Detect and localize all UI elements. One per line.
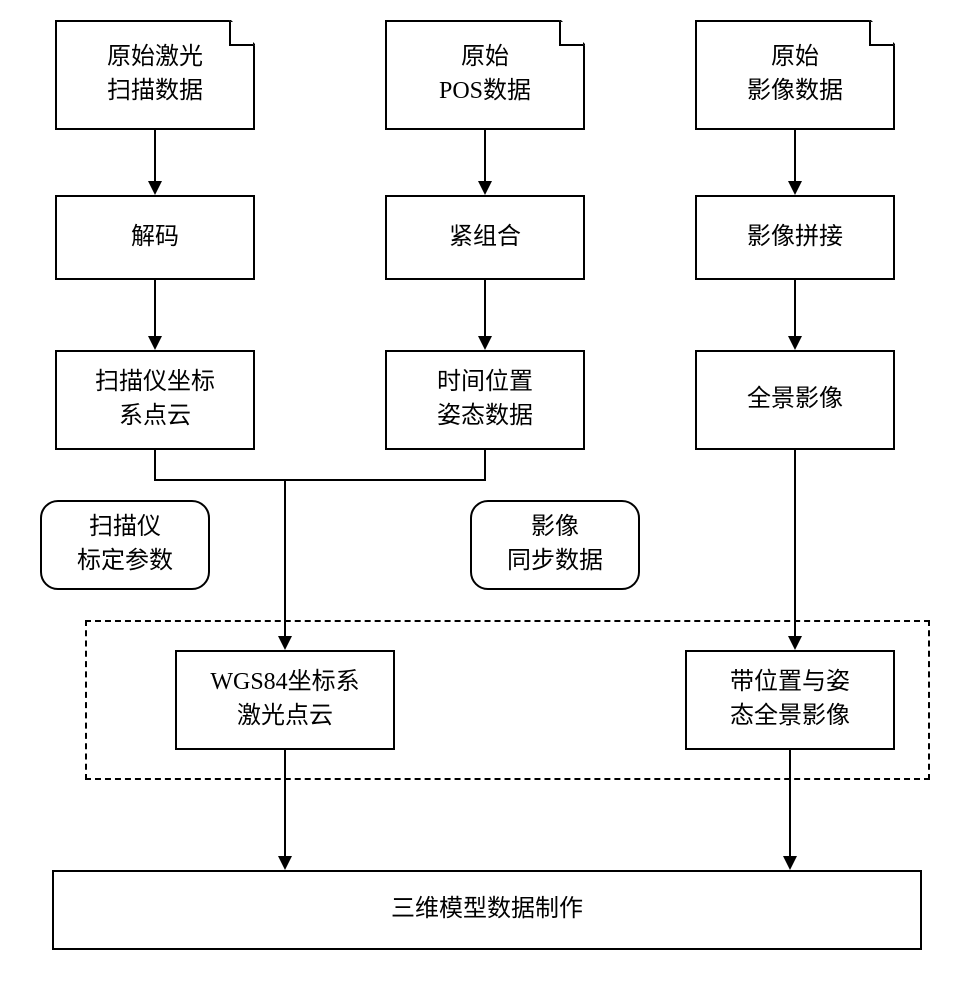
arrow <box>284 750 286 858</box>
box-pose-panorama: 带位置与姿 态全景影像 <box>685 650 895 750</box>
rounded-sync-label: 影像 同步数据 <box>507 511 603 578</box>
box-3d-model: 三维模型数据制作 <box>52 870 922 950</box>
flowchart-diagram: 原始激光 扫描数据 原始 POS数据 原始 影像数据 解码 紧组合 影像拼接 扫… <box>0 0 973 1000</box>
rounded-scanner-label: 扫描仪 标定参数 <box>77 511 173 578</box>
arrowhead <box>278 856 292 870</box>
arrowhead <box>783 856 797 870</box>
box-posepano-label: 带位置与姿 态全景影像 <box>730 666 850 733</box>
rounded-scanner-params: 扫描仪 标定参数 <box>40 500 210 590</box>
box-3d-label: 三维模型数据制作 <box>391 893 583 927</box>
box-wgs84: WGS84坐标系 激光点云 <box>175 650 395 750</box>
arrow <box>789 750 791 858</box>
box-wgs84-label: WGS84坐标系 激光点云 <box>210 666 359 733</box>
rounded-sync-data: 影像 同步数据 <box>470 500 640 590</box>
